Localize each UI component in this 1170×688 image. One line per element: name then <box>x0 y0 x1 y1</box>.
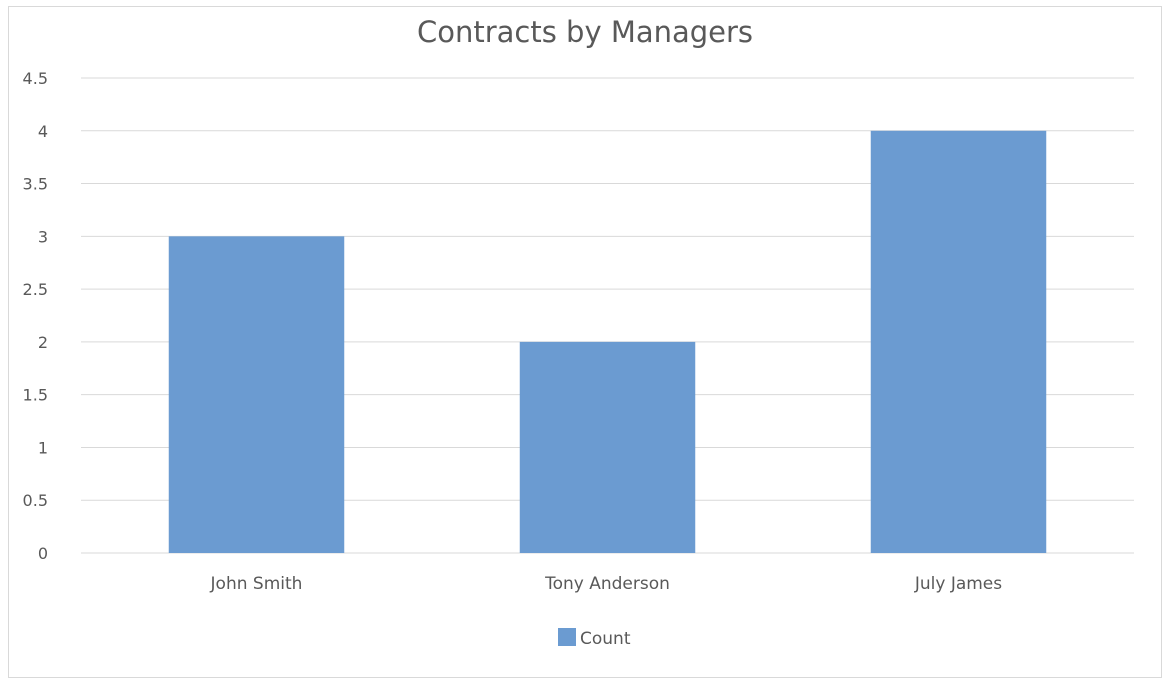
x-category-label: Tony Anderson <box>544 574 670 594</box>
y-tick-label: 3 <box>38 227 48 246</box>
x-axis-category-labels: John Smith Tony Anderson July James <box>210 574 1003 594</box>
y-axis-tick-labels: 0 0.5 1 1.5 2 2.5 3 3.5 4 4.5 <box>23 69 48 563</box>
y-tick-label: 4 <box>38 122 48 141</box>
y-tick-label: 2.5 <box>23 280 48 299</box>
y-tick-label: 2 <box>38 333 48 352</box>
y-tick-label: 0 <box>38 544 48 563</box>
bar <box>870 130 1047 553</box>
y-tick-label: 1.5 <box>23 386 48 405</box>
legend-swatch <box>558 628 576 646</box>
legend: Count <box>558 628 631 649</box>
x-category-label: July James <box>914 574 1002 594</box>
y-tick-label: 4.5 <box>23 69 48 88</box>
y-tick-label: 0.5 <box>23 491 48 510</box>
bar <box>168 236 345 554</box>
legend-label: Count <box>580 629 631 649</box>
y-tick-label: 1 <box>38 438 48 457</box>
y-tick-label: 3.5 <box>23 175 48 194</box>
chart-title: Contracts by Managers <box>417 15 753 49</box>
x-category-label: John Smith <box>210 574 303 594</box>
bars <box>168 130 1047 554</box>
bar <box>519 341 696 553</box>
